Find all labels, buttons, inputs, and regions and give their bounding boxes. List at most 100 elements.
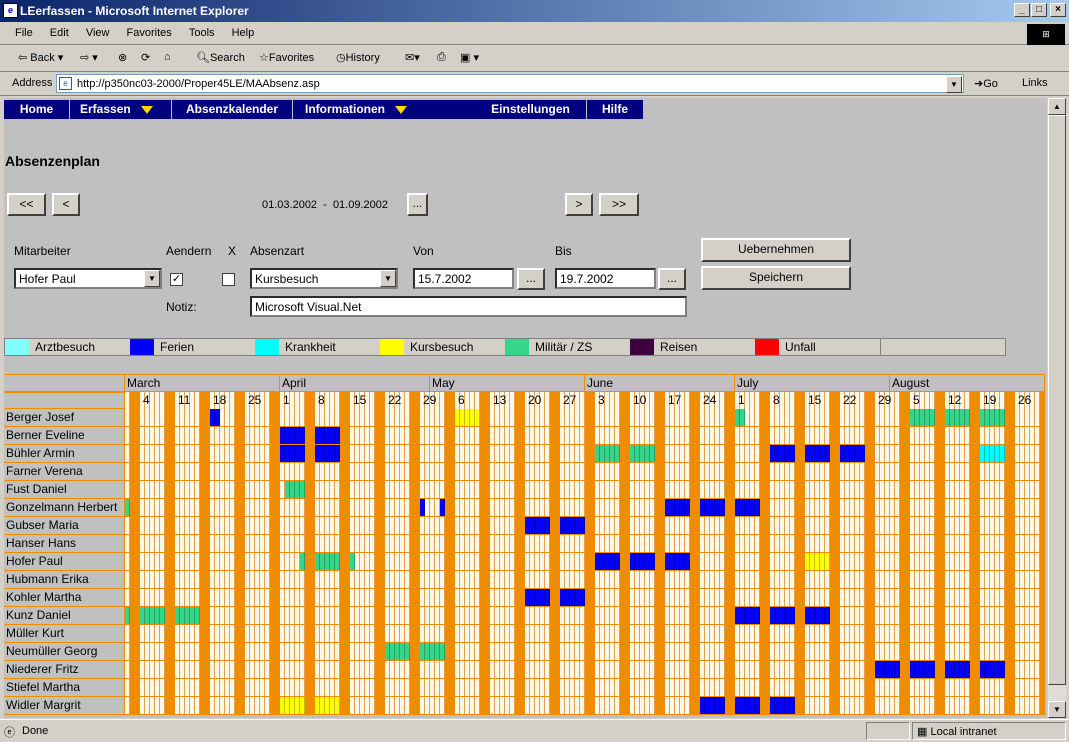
absence-block[interactable] [840, 445, 865, 462]
stop-icon[interactable]: ⊗ [118, 52, 128, 64]
absence-block[interactable] [910, 409, 935, 426]
menu-file[interactable]: File [15, 27, 33, 39]
absence-block[interactable] [560, 517, 585, 534]
absence-block[interactable] [945, 409, 970, 426]
employee-name[interactable]: Niederer Fritz [4, 661, 125, 679]
absence-block[interactable] [630, 445, 655, 462]
menu-help[interactable]: Help [231, 27, 255, 39]
menu-tools[interactable]: Tools [188, 27, 215, 39]
employee-name[interactable]: Neumüller Georg [4, 643, 125, 661]
absence-block[interactable] [385, 643, 410, 660]
employee-name[interactable]: Kunz Daniel [4, 607, 125, 625]
employee-name[interactable]: Bühler Armin [4, 445, 125, 463]
absence-block[interactable] [455, 409, 480, 426]
last-period-button[interactable]: >> [599, 193, 639, 216]
scrollbar-thumb[interactable] [1048, 115, 1066, 685]
notiz-field[interactable]: Microsoft Visual.Net [250, 296, 687, 317]
employee-name[interactable]: Kohler Martha [4, 589, 125, 607]
mitarbeiter-select[interactable]: Hofer Paul ▼ [14, 268, 162, 289]
go-button[interactable]: ➜Go [974, 78, 998, 90]
employee-name[interactable]: Farner Verena [4, 463, 125, 481]
history-button[interactable]: ◷History [336, 52, 380, 64]
absence-block[interactable] [280, 427, 305, 444]
absence-block[interactable] [420, 643, 445, 660]
employee-name[interactable]: Berger Josef [4, 409, 125, 427]
absence-block[interactable] [315, 697, 340, 714]
prev-period-button[interactable]: < [52, 193, 80, 216]
address-dropdown-button[interactable]: ▼ [946, 76, 962, 93]
absence-block[interactable] [805, 445, 830, 462]
employee-name[interactable]: Gubser Maria [4, 517, 125, 535]
absence-block[interactable] [525, 589, 550, 606]
employee-name[interactable]: Hubmann Erika [4, 571, 125, 589]
absence-block[interactable] [735, 697, 760, 714]
refresh-icon[interactable]: ⟳ [141, 52, 151, 64]
absence-block[interactable] [980, 409, 1005, 426]
scroll-up-button[interactable]: ▲ [1048, 98, 1066, 115]
absence-block[interactable] [125, 499, 130, 516]
speichern-button[interactable]: Speichern [701, 266, 851, 290]
absence-block[interactable] [700, 697, 725, 714]
address-input[interactable]: e http://p350nc03-2000/Proper45LE/MAAbse… [56, 74, 964, 93]
mail-icon[interactable]: ✉▾ [405, 52, 420, 64]
absence-block[interactable] [140, 607, 165, 624]
absence-block[interactable] [735, 499, 760, 516]
uebernehmen-button[interactable]: Uebernehmen [701, 238, 851, 262]
absence-block[interactable] [300, 553, 305, 570]
absence-block[interactable] [665, 499, 690, 516]
employee-name[interactable]: Berner Eveline [4, 427, 125, 445]
nav-informationen[interactable]: Informationen [293, 100, 475, 119]
absence-block[interactable] [175, 607, 200, 624]
absence-block[interactable] [525, 517, 550, 534]
next-period-button[interactable]: > [565, 193, 593, 216]
absence-block[interactable] [420, 499, 425, 516]
mitarbeiter-dropdown-icon[interactable]: ▼ [144, 270, 160, 287]
nav-erfassen[interactable]: Erfassen [70, 100, 172, 119]
absence-block[interactable] [210, 409, 220, 426]
links-button[interactable]: Links [1022, 77, 1048, 89]
von-field[interactable]: 15.7.2002 [413, 268, 514, 289]
home-icon[interactable]: ⌂ [164, 51, 171, 63]
employee-name[interactable]: Widler Margrit [4, 697, 125, 715]
menu-edit[interactable]: Edit [49, 27, 69, 39]
employee-name[interactable]: Stiefel Martha [4, 679, 125, 697]
absence-block[interactable] [945, 661, 970, 678]
absence-block[interactable] [440, 499, 445, 516]
absence-block[interactable] [280, 697, 305, 714]
absence-block[interactable] [280, 445, 305, 462]
absence-block[interactable] [285, 481, 305, 498]
employee-name[interactable]: Müller Kurt [4, 625, 125, 643]
absenzart-select[interactable]: Kursbesuch ▼ [250, 268, 398, 289]
absence-block[interactable] [315, 445, 340, 462]
nav-hilfe[interactable]: Hilfe [587, 100, 644, 119]
absence-block[interactable] [735, 607, 760, 624]
absence-block[interactable] [315, 427, 340, 444]
bis-picker-button[interactable]: ... [658, 268, 686, 290]
absence-block[interactable] [125, 607, 130, 624]
absence-block[interactable] [770, 445, 795, 462]
absence-block[interactable] [735, 409, 745, 426]
absence-block[interactable] [665, 553, 690, 570]
absence-block[interactable] [350, 553, 355, 570]
absence-block[interactable] [595, 553, 620, 570]
absence-block[interactable] [980, 661, 1005, 678]
maximize-button[interactable]: □ [1031, 3, 1047, 17]
aendern-checkbox[interactable]: ✓ [170, 273, 183, 286]
absence-block[interactable] [910, 661, 935, 678]
date-range-picker-button[interactable]: ... [407, 193, 428, 216]
edit-icon[interactable]: ▣ ▾ [460, 52, 479, 64]
absence-block[interactable] [770, 607, 795, 624]
absence-block[interactable] [700, 499, 725, 516]
absence-block[interactable] [560, 589, 585, 606]
absence-block[interactable] [595, 445, 620, 462]
absence-block[interactable] [770, 697, 795, 714]
von-picker-button[interactable]: ... [517, 268, 545, 290]
forward-button[interactable]: ⇨ ▾ [80, 52, 98, 64]
absence-block[interactable] [875, 661, 900, 678]
back-button[interactable]: ⇦ Back ▾ [18, 52, 64, 64]
employee-name[interactable]: Fust Daniel [4, 481, 125, 499]
absence-block[interactable] [980, 445, 1005, 462]
scroll-down-button[interactable]: ▼ [1048, 701, 1066, 718]
first-period-button[interactable]: << [7, 193, 46, 216]
favorites-button[interactable]: ☆Favorites [259, 52, 315, 64]
